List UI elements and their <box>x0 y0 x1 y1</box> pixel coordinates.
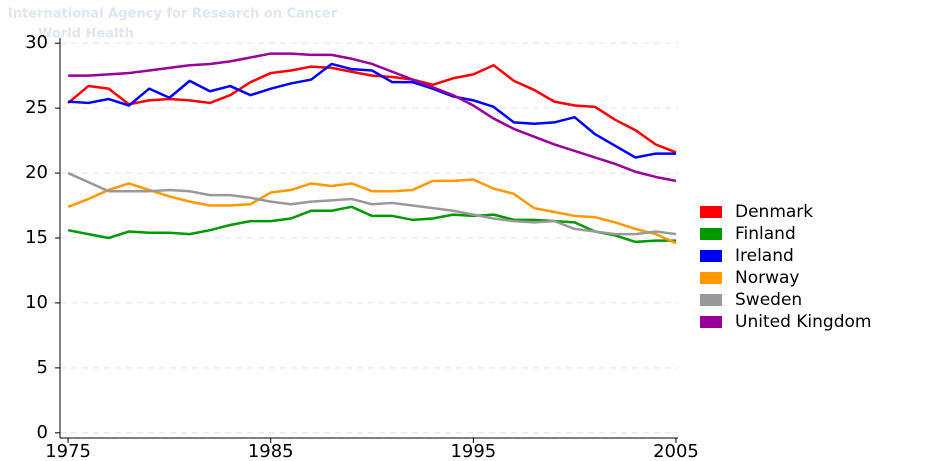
legend-label: Norway <box>735 268 800 288</box>
series-line <box>67 178 677 245</box>
legend-label: United Kingdom <box>735 312 871 332</box>
series-line <box>67 64 677 154</box>
x-tick-label: 2005 <box>653 441 699 461</box>
y-tick-label: 5 <box>37 357 48 378</box>
y-tick-label: 20 <box>25 162 48 183</box>
y-tick-label: 30 <box>25 32 48 53</box>
x-tick-label: 1975 <box>45 441 91 461</box>
y-tick-label: 0 <box>37 422 48 443</box>
x-tick-label: 1995 <box>450 441 496 461</box>
series-line <box>68 52 677 183</box>
watermark: World Health <box>38 27 134 42</box>
watermark: International Agency for Research on Can… <box>8 7 338 22</box>
series-line <box>68 62 676 159</box>
legend-label: Denmark <box>735 202 813 222</box>
legend-swatch <box>700 228 722 240</box>
legend-swatch <box>700 294 722 306</box>
series-line <box>67 205 676 244</box>
legend-swatch <box>700 250 722 262</box>
legend-swatch <box>700 272 722 284</box>
y-tick-label: 15 <box>25 227 48 248</box>
series-line <box>67 171 677 236</box>
y-tick-label: 10 <box>25 292 48 313</box>
legend-label: Finland <box>735 224 796 244</box>
legend-swatch <box>700 316 722 328</box>
y-tick-label: 25 <box>25 97 48 118</box>
legend-swatch <box>700 206 722 218</box>
legend-label: Ireland <box>735 246 794 266</box>
legend-label: Sweden <box>735 290 802 310</box>
x-tick-label: 1985 <box>248 441 294 461</box>
